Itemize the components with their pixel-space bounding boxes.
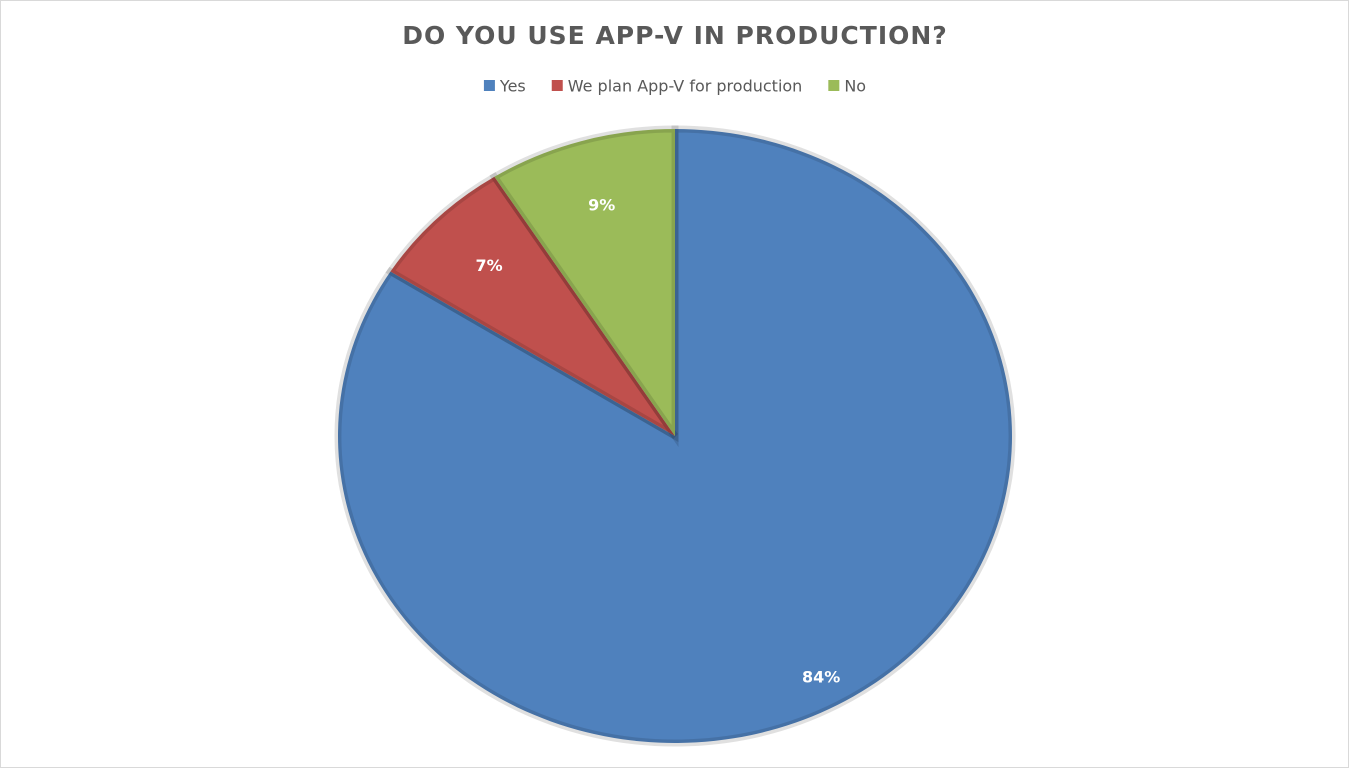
legend-label: We plan App-V for production xyxy=(568,77,803,96)
data-label: 9% xyxy=(588,196,615,215)
legend-label: Yes xyxy=(499,77,526,96)
legend-swatch xyxy=(828,80,840,91)
pie-slice xyxy=(334,125,1016,747)
pie-slice xyxy=(385,172,678,440)
legend-item: We plan App-V for production xyxy=(551,77,803,96)
legend-item: Yes xyxy=(483,77,526,96)
legend: Yes We plan App-V for production No xyxy=(483,77,866,96)
pie-slice xyxy=(489,125,679,448)
data-label: 84% xyxy=(802,668,840,687)
pie: 84% 7% 9% xyxy=(334,125,1016,747)
chart-title: DO YOU USE APP-V IN PRODUCTION? xyxy=(402,21,948,50)
data-label: 7% xyxy=(476,256,503,275)
legend-swatch xyxy=(483,80,495,91)
legend-swatch xyxy=(551,80,563,91)
legend-item: No xyxy=(828,77,866,96)
legend-label: No xyxy=(844,77,866,96)
